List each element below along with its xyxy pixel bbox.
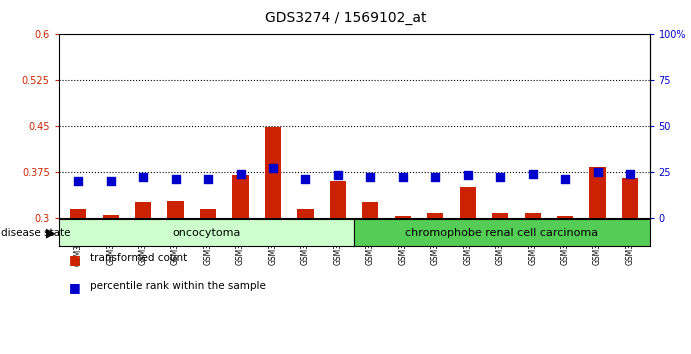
Point [267,165,278,171]
Point [430,175,441,180]
Bar [557,216,574,218]
Point [397,175,408,180]
Text: ■: ■ [69,253,81,266]
Point [462,172,473,178]
Point [495,175,506,180]
Bar [492,213,509,218]
Bar [167,200,184,218]
Bar [232,175,249,218]
Bar [102,215,119,218]
Bar [622,178,638,218]
Text: transformed count: transformed count [90,253,187,263]
Text: oncocytoma: oncocytoma [172,228,240,238]
Bar [427,213,444,218]
Bar [460,187,476,218]
Point [332,172,343,178]
Text: percentile rank within the sample: percentile rank within the sample [90,281,266,291]
Bar [395,217,411,218]
Point [235,171,246,176]
Point [105,178,116,184]
Text: ■: ■ [69,281,81,295]
Text: disease state: disease state [1,228,70,238]
Point [625,171,636,176]
Bar [589,167,606,218]
Point [202,176,214,182]
Bar [297,209,314,218]
Text: GDS3274 / 1569102_at: GDS3274 / 1569102_at [265,11,426,25]
Bar [70,209,86,218]
Bar [524,213,541,218]
Point [592,169,603,175]
Bar [135,202,151,218]
Bar [265,127,281,218]
Point [138,175,149,180]
Bar [362,202,379,218]
Point [560,176,571,182]
Text: chromophobe renal cell carcinoma: chromophobe renal cell carcinoma [406,228,598,238]
Point [170,176,181,182]
Point [365,175,376,180]
Point [73,178,84,184]
Bar [200,209,216,218]
Point [527,171,538,176]
Bar [330,181,346,218]
Point [300,176,311,182]
Text: ▶: ▶ [46,226,55,239]
